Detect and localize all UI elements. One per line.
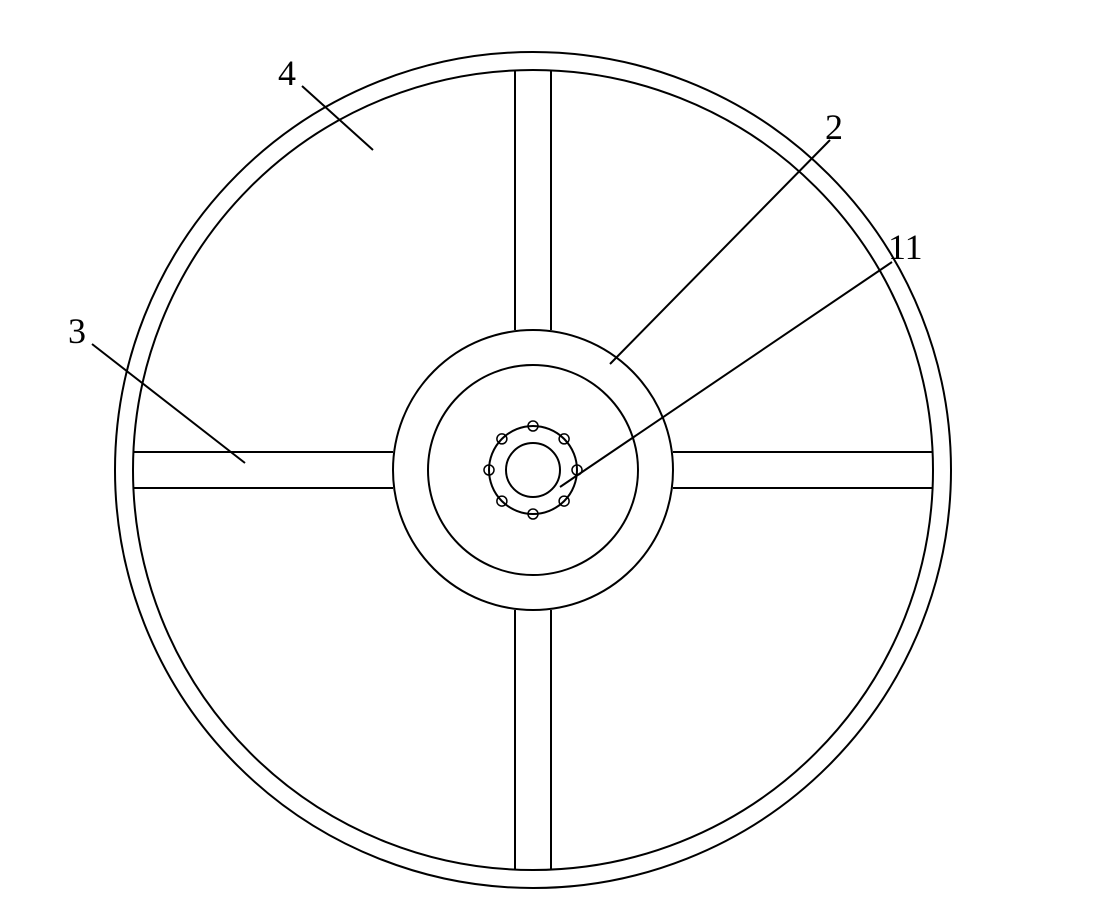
leader-lines — [92, 86, 892, 487]
callout-label-3: 3 — [68, 310, 86, 352]
wheel-drawing — [115, 52, 951, 888]
diagram-canvas — [0, 0, 1120, 919]
callout-label-11: 11 — [888, 226, 923, 268]
callout-label-4: 4 — [278, 52, 296, 94]
callout-label-2: 2 — [825, 106, 843, 148]
